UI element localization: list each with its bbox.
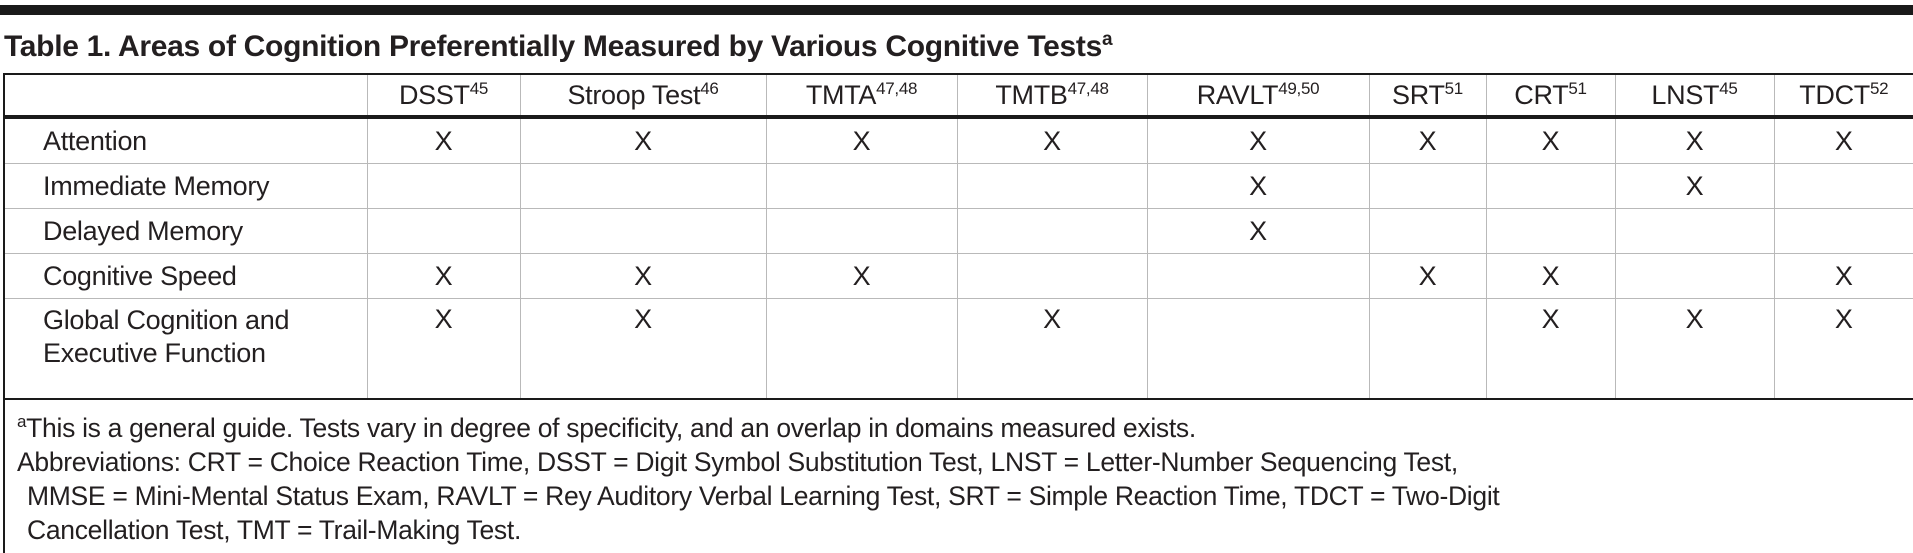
empty-cell xyxy=(1614,208,1775,254)
empty-cell xyxy=(1368,208,1487,254)
column-header-citation: 52 xyxy=(1869,79,1889,98)
footnote-line-4: Cancellation Test, TMT = Trail-Making Te… xyxy=(27,514,522,545)
column-header-lnst: LNST45 xyxy=(1614,74,1774,119)
column-header-citation: 49,50 xyxy=(1278,79,1320,98)
column-header-tmta: TMTA47,48 xyxy=(765,74,957,119)
table-row: Delayed Memory X xyxy=(3,208,1913,254)
mark-cell: X xyxy=(1485,298,1616,400)
empty-cell xyxy=(1773,163,1913,209)
mark-cell: X xyxy=(1146,208,1370,254)
row-label: Delayed Memory xyxy=(3,208,368,254)
footnote-line-1-text: This is a general guide. Tests vary in d… xyxy=(26,412,1196,443)
row-label: Immediate Memory xyxy=(3,163,368,209)
row-label: Global Cognition and Executive Function xyxy=(3,298,368,400)
footnote-marker: a xyxy=(17,412,27,431)
mark-cell: X xyxy=(1485,253,1616,299)
table-title-footnote-marker: a xyxy=(1102,29,1113,50)
mark-cell: X xyxy=(765,116,958,164)
mark-cell: X xyxy=(366,298,521,400)
footnote-line-2: Abbreviations: CRT = Choice Reaction Tim… xyxy=(17,446,1458,477)
column-header-citation: 45 xyxy=(1719,79,1738,98)
table-row: Global Cognition and Executive Function X… xyxy=(3,298,1913,400)
empty-cell xyxy=(956,253,1148,299)
mark-cell: X xyxy=(956,116,1148,164)
empty-cell xyxy=(366,208,521,254)
mark-cell: X xyxy=(1146,163,1370,209)
mark-cell: X xyxy=(1614,163,1775,209)
empty-cell xyxy=(956,208,1148,254)
mark-cell: X xyxy=(1614,298,1775,400)
empty-cell xyxy=(1368,163,1487,209)
mark-cell: X xyxy=(1368,116,1487,164)
column-header-citation: 51 xyxy=(1444,79,1464,98)
mark-cell: X xyxy=(1146,116,1370,164)
table-title-text: Table 1. Areas of Cognition Preferential… xyxy=(4,30,1102,63)
column-header-srt: SRT51 xyxy=(1368,74,1486,119)
column-header-citation: 47,48 xyxy=(876,79,918,98)
corner-cell xyxy=(4,74,367,119)
column-header-label: TMTA xyxy=(805,80,877,110)
table-title: Table 1. Areas of Cognition Preferential… xyxy=(4,23,1913,64)
column-header-label: SRT xyxy=(1392,80,1445,110)
empty-cell xyxy=(765,208,958,254)
footnote-cell: aThis is a general guide. Tests vary in … xyxy=(4,398,1913,553)
table-row: Attention X X X X X X X X X xyxy=(3,116,1913,164)
empty-cell xyxy=(1146,253,1370,299)
mark-cell: X xyxy=(956,298,1148,400)
mark-cell: X xyxy=(1368,253,1487,299)
cognition-tests-table: DSST45 Stroop Test46 TMTA47,48 TMTB47,48 RAV… xyxy=(3,73,1913,553)
column-header-citation: 51 xyxy=(1568,79,1587,98)
mark-cell: X xyxy=(1485,116,1616,164)
table-row: Immediate Memory X X xyxy=(3,163,1913,209)
empty-cell xyxy=(1773,208,1913,254)
empty-cell xyxy=(366,163,521,209)
header-row: DSST45 Stroop Test46 TMTA47,48 TMTB47,48 RAV… xyxy=(4,74,1913,119)
mark-cell: X xyxy=(519,253,767,299)
column-header-label: Stroop Test xyxy=(567,80,701,110)
column-header-label: CRT xyxy=(1514,80,1569,110)
mark-cell: X xyxy=(1773,253,1913,299)
column-header-stroop-test: Stroop Test46 xyxy=(519,74,766,119)
table-row: Cognitive Speed X X X X X X xyxy=(3,253,1913,299)
mark-cell: X xyxy=(765,253,958,299)
column-header-label: RAVLT xyxy=(1196,80,1279,110)
table-body: Attention X X X X X X X X X Immediate Memory X X Dela… xyxy=(3,116,1913,400)
empty-cell xyxy=(765,298,958,400)
empty-cell xyxy=(765,163,958,209)
column-header-dsst: DSST45 xyxy=(366,74,520,119)
document-page: Table 1. Areas of Cognition Preferential… xyxy=(0,5,1913,553)
mark-cell: X xyxy=(366,253,521,299)
top-rule-bar xyxy=(0,5,1913,15)
column-header-ravlt: RAVLT49,50 xyxy=(1146,74,1369,119)
footnote-line-3: MMSE = Mini-Mental Status Exam, RAVLT = … xyxy=(27,480,1500,511)
empty-cell xyxy=(519,208,767,254)
empty-cell xyxy=(1368,298,1487,400)
row-label: Attention xyxy=(3,116,368,164)
mark-cell: X xyxy=(1614,116,1775,164)
footnote-line-1: aThis is a general guide. Tests vary in … xyxy=(17,405,1903,445)
column-header-label: LNST xyxy=(1651,80,1720,110)
mark-cell: X xyxy=(1773,298,1913,400)
empty-cell xyxy=(519,163,767,209)
mark-cell: X xyxy=(519,298,767,400)
column-header-label: DSST xyxy=(398,80,470,110)
column-header-citation: 46 xyxy=(700,79,719,98)
column-header-citation: 47,48 xyxy=(1067,79,1109,98)
mark-cell: X xyxy=(519,116,767,164)
empty-cell xyxy=(1485,208,1616,254)
mark-cell: X xyxy=(366,116,521,164)
empty-cell xyxy=(1614,253,1775,299)
column-header-crt: CRT51 xyxy=(1485,74,1615,119)
row-label: Cognitive Speed xyxy=(3,253,368,299)
footnote-row: aThis is a general guide. Tests vary in … xyxy=(4,398,1913,553)
column-header-label: TMTB xyxy=(995,80,1068,110)
column-header-tdct: TDCT52 xyxy=(1773,74,1913,119)
empty-cell xyxy=(1146,298,1370,400)
empty-cell xyxy=(1485,163,1616,209)
mark-cell: X xyxy=(1773,116,1913,164)
empty-cell xyxy=(956,163,1148,209)
column-header-label: TDCT xyxy=(1799,80,1870,110)
column-header-citation: 45 xyxy=(469,79,489,98)
column-header-tmtb: TMTB47,48 xyxy=(956,74,1147,119)
